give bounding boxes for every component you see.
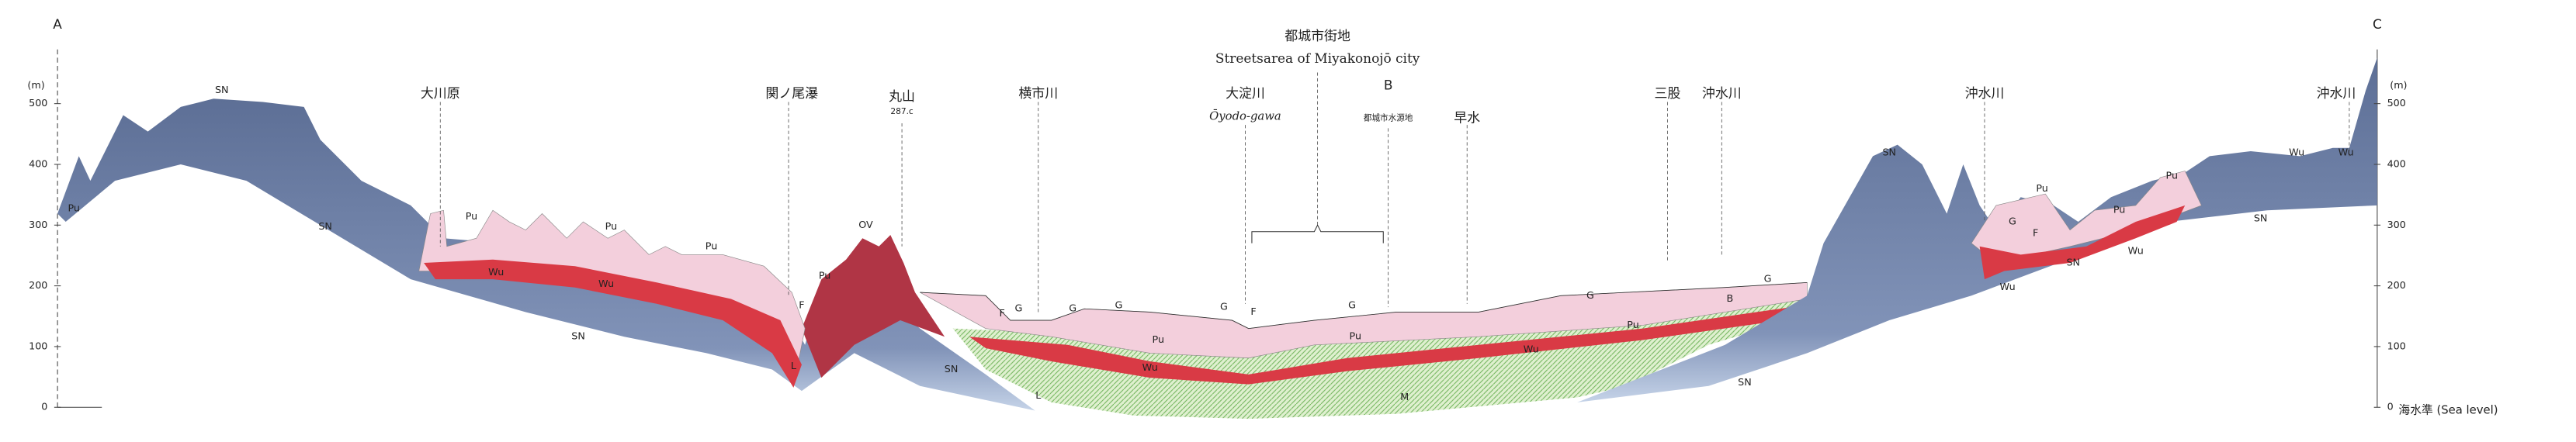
unit-label: Pu [68, 202, 80, 214]
subtitle: Streetsarea of Miyakonojō city [1215, 50, 1420, 66]
tick-label: 400 [29, 157, 47, 169]
unit-label: SN [318, 220, 332, 232]
unit-label: Wu [598, 278, 614, 289]
basement-sn-right [1577, 57, 2377, 402]
place-label: 都城市水源地 [1364, 113, 1413, 123]
place-label: 大川原 [421, 85, 460, 101]
unit-label: F [2033, 226, 2038, 238]
unit-label: Pu [706, 240, 717, 251]
unit-label: SN [215, 84, 229, 95]
place-label: 早水 [1454, 110, 1480, 126]
unit-label: SN [945, 363, 959, 375]
unit-label: Wu [2000, 281, 2016, 292]
unit-label: OV [858, 219, 873, 230]
unit-label: SN [1882, 147, 1896, 158]
unit-label: G [1014, 302, 1022, 314]
pumice-pu-right [1971, 171, 2202, 264]
unit-label: SN [2254, 212, 2268, 223]
unit-label: F [1250, 306, 1256, 317]
unit-label: G [1220, 301, 1228, 313]
unit-label: Pu [1350, 330, 1361, 342]
unit-label: Wu [488, 266, 504, 278]
welded-wu-left [424, 259, 802, 388]
place-label: 287.c [890, 107, 914, 116]
unit-label: G [1586, 289, 1594, 301]
unit-label: G [2009, 216, 2016, 227]
unit-label: SN [2067, 256, 2081, 268]
unit-label: L [791, 360, 796, 371]
welded-wu-basin [969, 307, 1791, 385]
unit-label: Pu [466, 210, 477, 222]
tick-label: 200 [29, 279, 47, 291]
tick-label: 500 [29, 97, 47, 109]
unit-label: Pu [2166, 169, 2178, 181]
city-brace [1251, 224, 1384, 243]
unit-label: Wu [2289, 147, 2304, 158]
ground-surface [920, 281, 1808, 330]
place-label: 沖水川 [1702, 85, 1742, 101]
unit-label: Pu [1627, 319, 1638, 330]
place-label: 横市川 [1018, 85, 1058, 101]
tick-label: 500 [2387, 97, 2406, 109]
unit-label: L [1035, 389, 1041, 401]
unit-label: G [1069, 302, 1077, 314]
place-label: 大淀川 [1226, 85, 1265, 101]
place-label: Ōyodo-gawa [1209, 109, 1281, 123]
unit-label: G [1764, 273, 1772, 285]
unit-label: Wu [1524, 344, 1539, 355]
volcanic-ov [801, 234, 945, 378]
title: 都城市街地 [1285, 28, 1350, 43]
unit-label: M [1400, 391, 1409, 402]
end-label: C [2373, 16, 2382, 32]
tick-label: 400 [2387, 157, 2406, 169]
unit-label: B [1727, 292, 1734, 304]
unit-label: Pu [1153, 333, 1164, 345]
unit-label: SN [1738, 376, 1752, 388]
place-label: 三股 [1655, 85, 1681, 101]
axis-unit: (m) [27, 79, 44, 91]
leader-lines [439, 72, 2350, 313]
unit-label: Wu [2128, 245, 2144, 257]
unit-label: G [1115, 299, 1123, 311]
unit-label: F [799, 299, 804, 311]
unit-label: Wu [1142, 361, 1158, 373]
tick-label: 100 [29, 340, 47, 351]
tick-label: 300 [2387, 219, 2406, 230]
tick-label: 0 [41, 401, 47, 413]
unit-label: Wu [2339, 147, 2354, 158]
place-label: 関ノ尾瀑 [765, 85, 818, 101]
place-label: 沖水川 [2317, 85, 2356, 101]
point-label: B [1384, 77, 1393, 92]
tick-label: 300 [29, 219, 47, 230]
unit-label: SN [571, 330, 585, 342]
unit-label: Pu [605, 220, 617, 232]
place-label: 丸山 [889, 88, 915, 104]
tick-label: 200 [2387, 279, 2406, 291]
unit-label: Pu [2113, 204, 2125, 216]
end-label: A [53, 16, 62, 32]
place-label: 沖水川 [1965, 85, 2005, 101]
tick-label: 0 [2387, 401, 2394, 413]
axis-unit: (m) [2390, 79, 2407, 91]
unit-label: G [1348, 299, 1356, 311]
unit-label: F [1000, 307, 1005, 319]
welded-wu-right [1979, 205, 2186, 280]
unit-label: Pu [819, 269, 830, 281]
unit-label: Pu [2036, 182, 2047, 194]
baseline-label: 海水準 (Sea level) [2398, 403, 2498, 416]
tick-label: 100 [2387, 340, 2406, 351]
